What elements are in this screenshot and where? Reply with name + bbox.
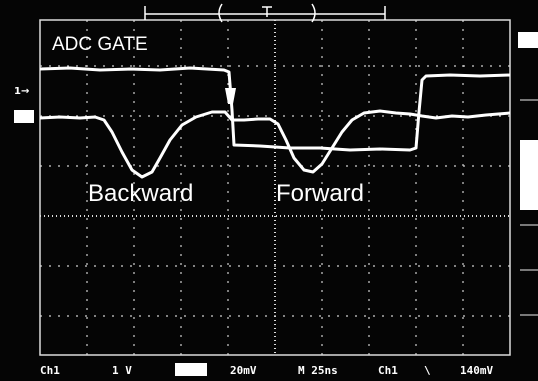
readout-trigger-source: Ch1 [378, 364, 398, 377]
ruler-bracket-left [218, 3, 223, 23]
readout-timebase: M 25ns [298, 364, 338, 377]
annotation-forward: Forward [276, 180, 365, 207]
top-trigger-ruler [144, 3, 386, 23]
readout-trigger-level: 140mV [460, 364, 494, 377]
signal-trace [39, 109, 511, 179]
reference-waveform-indicator [175, 363, 207, 376]
trigger-level-marker [518, 32, 538, 48]
readout-volts-per-div: 1 V [112, 364, 132, 377]
graticule-frame [39, 19, 511, 356]
side-menu-ticks [520, 99, 538, 316]
gate-edge-highlight [225, 88, 236, 104]
readout-trigger-slope: \ [424, 364, 431, 377]
readout-ref-scale: 20mV [230, 364, 257, 377]
trigger-position-marker [262, 6, 272, 17]
ruler-bracket-right [311, 3, 316, 23]
side-indicator [520, 140, 538, 210]
readout-channel: Ch1 [40, 364, 60, 377]
channel-ground-marker [14, 110, 34, 123]
annotation-backward: Backward [88, 180, 194, 207]
channel-1-marker: 1→ [14, 86, 30, 97]
trace-label-adc-gate: ADC GATE [52, 34, 148, 55]
